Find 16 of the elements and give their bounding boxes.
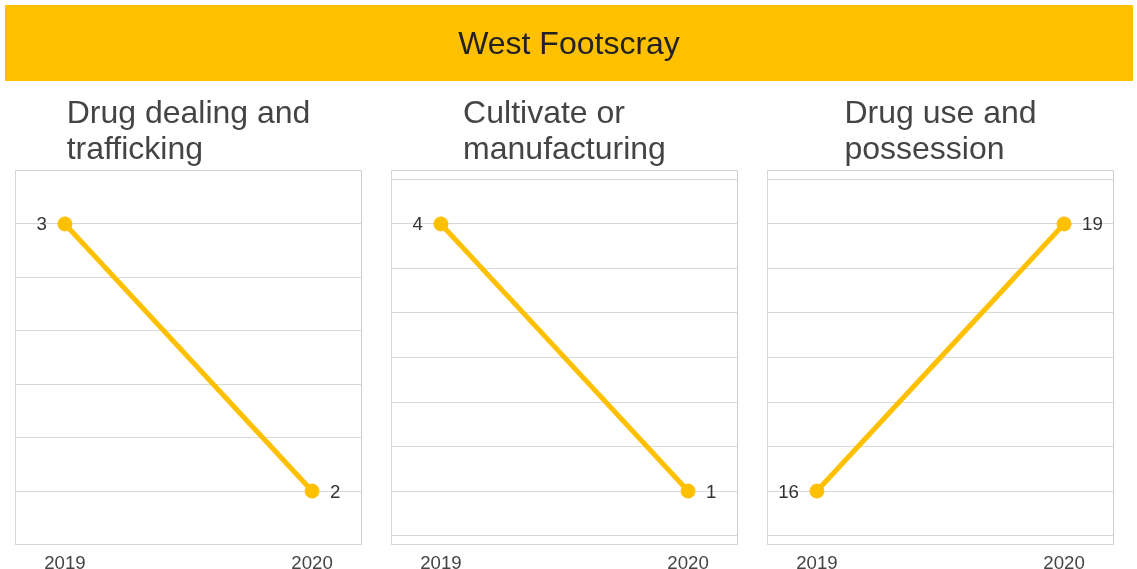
x-tick-label: 2020 <box>291 551 333 569</box>
data-label: 3 <box>36 213 47 235</box>
data-label: 16 <box>778 480 799 502</box>
data-label: 4 <box>412 213 423 235</box>
data-label: 2 <box>330 480 341 502</box>
chart-title: Drug use and possession <box>844 93 1037 166</box>
x-tick-label: 2020 <box>667 551 709 569</box>
data-label: 1 <box>706 480 717 502</box>
chart-title: Drug dealing and trafficking <box>66 93 311 166</box>
text: West Footscray <box>458 24 680 63</box>
x-tick-label: 2020 <box>1043 551 1085 569</box>
x-tick-label: 2019 <box>420 551 462 569</box>
x-tick-label: 2019 <box>44 551 86 569</box>
x-tick-label: 2019 <box>796 551 838 569</box>
data-label: 19 <box>1082 213 1103 235</box>
chart-title: Cultivate or manufacturing <box>463 93 666 166</box>
